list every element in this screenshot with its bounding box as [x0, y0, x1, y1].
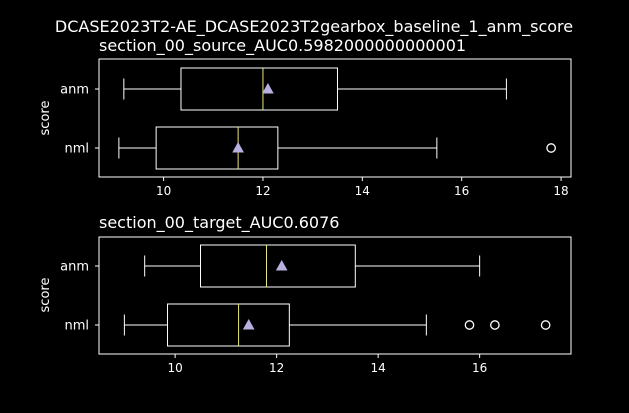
- source-panel-title: section_00_source_AUC0.5982000000000001: [99, 36, 466, 56]
- source-x-tick-label: 18: [553, 184, 568, 198]
- target-y-tick-label: nml: [64, 319, 89, 334]
- source-nml-outlier-point: [546, 143, 556, 153]
- target-nml-outlier-point: [490, 320, 500, 330]
- target-y-tick-label: anm: [60, 260, 89, 275]
- source-anm-box: [180, 67, 338, 111]
- source-anm-mean-marker: [262, 82, 274, 94]
- source-x-tick-label: 12: [255, 184, 270, 198]
- source-x-tick-label: 10: [156, 184, 171, 198]
- target-x-tick-label: 16: [472, 361, 487, 375]
- source-x-tick-label: 14: [355, 184, 370, 198]
- source-y-tick-label: nml: [64, 142, 89, 157]
- target-x-tick-label: 10: [167, 361, 182, 375]
- source-plot-area: 10 12 14 16 18 anm nml: [60, 58, 572, 198]
- target-plot-area: 10 12 14 16 anm nml: [60, 236, 572, 375]
- source-y-axis-label: score: [38, 101, 53, 136]
- target-panel: section_00_target_AUC0.6076 score 10 12 14…: [38, 213, 572, 375]
- target-nml-outlier-point: [540, 320, 551, 330]
- target-x-tick-label: 14: [370, 361, 385, 375]
- target-axes-frame: [98, 236, 572, 355]
- source-panel: section_00_source_AUC0.5982000000000001 …: [38, 36, 572, 198]
- target-anm-box: [200, 244, 356, 288]
- target-nml-box: [167, 303, 290, 347]
- source-nml-box: [155, 126, 279, 170]
- source-nml-mean-marker: [232, 141, 244, 153]
- target-nml-mean-marker: [242, 318, 255, 330]
- source-axes-frame: [98, 58, 572, 178]
- source-y-tick-label: anm: [60, 83, 89, 98]
- target-x-tick-label: 12: [269, 361, 284, 375]
- target-nml-outlier-point: [464, 320, 475, 330]
- target-anm-mean-marker: [275, 259, 288, 271]
- target-panel-title: section_00_target_AUC0.6076: [99, 213, 339, 233]
- figure-suptitle: DCASE2023T2-AE_DCASE2023T2gearbox_baseli…: [55, 17, 573, 37]
- target-y-axis-label: score: [38, 278, 53, 313]
- source-x-tick-label: 16: [454, 184, 469, 198]
